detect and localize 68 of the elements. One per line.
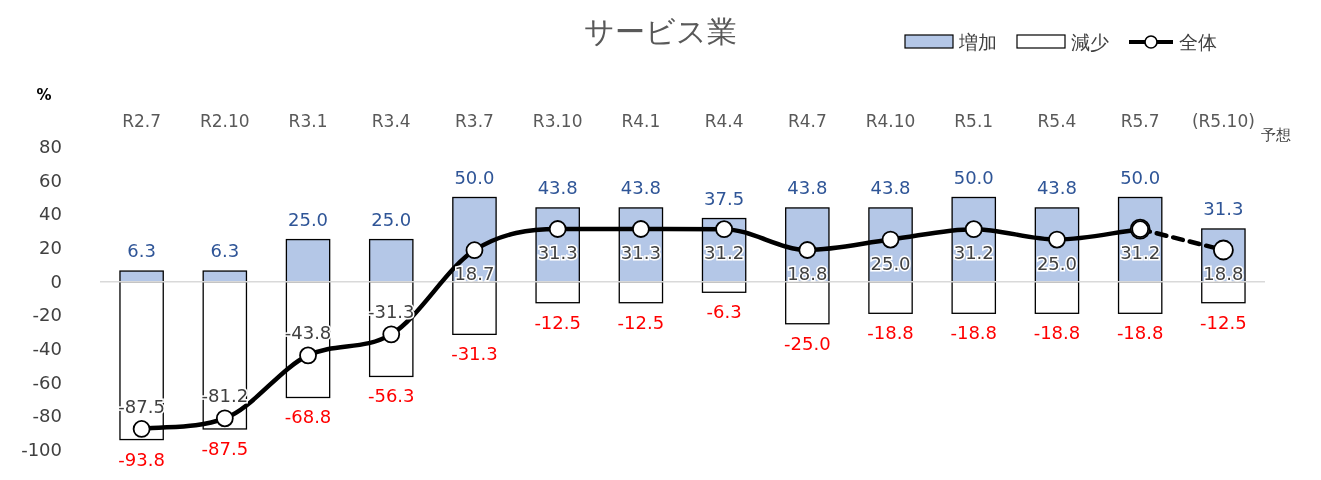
data-label: 25.0 bbox=[288, 208, 329, 230]
data-label: -18.8 bbox=[1116, 322, 1164, 344]
data-label: -18.8 bbox=[1033, 322, 1081, 344]
data-label: -12.5 bbox=[534, 311, 581, 333]
y-tick-label: 20 bbox=[39, 237, 62, 258]
data-label: 6.3 bbox=[127, 240, 156, 262]
y-tick-label: 80 bbox=[39, 136, 62, 157]
data-label: 43.8 bbox=[537, 176, 578, 198]
x-tick-label: R4.7 bbox=[787, 111, 827, 131]
data-label: -25.0 bbox=[784, 332, 831, 354]
y-tick-label: -20 bbox=[32, 304, 62, 326]
data-label: 31.3 bbox=[620, 241, 661, 263]
x-tick-label: R5.1 bbox=[954, 111, 994, 131]
data-label: 43.8 bbox=[870, 176, 911, 198]
data-label: 25.0 bbox=[371, 208, 412, 230]
data-label: 31.2 bbox=[1120, 242, 1161, 264]
y-tick-label: -60 bbox=[32, 371, 62, 393]
data-label: 31.3 bbox=[1203, 197, 1244, 219]
chart-title: サービス業 bbox=[583, 14, 737, 49]
data-label: 37.5 bbox=[704, 187, 745, 209]
data-label: 31.2 bbox=[704, 242, 745, 264]
data-label: 6.3 bbox=[210, 240, 240, 262]
x-tick-label: R4.4 bbox=[704, 111, 744, 131]
data-label: 18.7 bbox=[454, 263, 495, 285]
data-label: 18.8 bbox=[1203, 263, 1244, 285]
y-tick-label: -40 bbox=[32, 338, 62, 359]
data-label: -18.8 bbox=[867, 322, 914, 344]
x-tick-label: R5.4 bbox=[1037, 111, 1077, 131]
x-tick-label: R2.10 bbox=[199, 111, 250, 131]
data-label: -18.8 bbox=[950, 322, 998, 344]
y-tick-label: -100 bbox=[21, 439, 62, 460]
x-tick-label: R3.7 bbox=[455, 111, 494, 131]
data-label: 31.2 bbox=[953, 242, 994, 264]
text: 予想 bbox=[1261, 126, 1292, 144]
x-tick-label: R5.7 bbox=[1120, 111, 1160, 131]
data-label: 25.0 bbox=[870, 252, 911, 274]
legend-label: 減少 bbox=[1071, 31, 1109, 53]
data-label: 25.0 bbox=[1036, 252, 1077, 274]
x-tick-label: R3.10 bbox=[532, 111, 583, 131]
data-label: -87.5 bbox=[201, 437, 249, 459]
data-label: -93.8 bbox=[118, 448, 165, 470]
legend-label: 全体 bbox=[1179, 31, 1217, 53]
y-tick-label: 60 bbox=[39, 169, 62, 191]
data-label: 31.3 bbox=[537, 241, 578, 263]
data-label: 43.8 bbox=[787, 176, 828, 198]
y-tick-label: 0 bbox=[50, 270, 62, 292]
y-axis-title: % bbox=[36, 86, 52, 104]
data-label: -68.8 bbox=[284, 406, 332, 428]
data-label: 43.8 bbox=[620, 176, 661, 198]
data-label: -31.3 bbox=[451, 343, 498, 365]
data-label: 50.0 bbox=[454, 166, 495, 188]
data-label: 43.8 bbox=[1036, 176, 1077, 198]
x-tick-label: R4.1 bbox=[621, 111, 661, 131]
x-tick-label: R4.10 bbox=[865, 111, 916, 131]
x-tick-label: R3.1 bbox=[288, 111, 328, 131]
x-tick-label: (R5.10) bbox=[1191, 111, 1255, 131]
x-tick-label: R2.7 bbox=[122, 111, 162, 131]
data-label: -12.5 bbox=[1200, 311, 1247, 333]
legend-label: 増加 bbox=[958, 31, 997, 53]
data-label: 50.0 bbox=[1120, 166, 1161, 188]
data-label: -6.3 bbox=[706, 301, 742, 323]
y-tick-label: -80 bbox=[32, 405, 62, 427]
data-label: 50.0 bbox=[953, 166, 994, 188]
data-label: -56.3 bbox=[367, 385, 415, 407]
data-label: -12.5 bbox=[617, 311, 665, 333]
y-tick-label: 40 bbox=[39, 203, 62, 225]
x-tick-label: R3.4 bbox=[371, 111, 411, 131]
data-label: 18.8 bbox=[787, 263, 828, 285]
